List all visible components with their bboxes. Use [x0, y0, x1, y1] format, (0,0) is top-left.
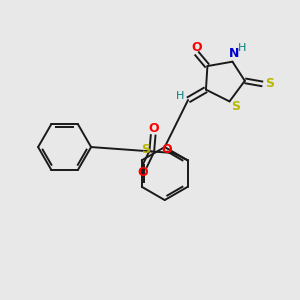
Text: O: O	[148, 122, 159, 135]
Text: O: O	[162, 143, 172, 157]
Text: H: H	[238, 44, 246, 53]
Text: O: O	[138, 166, 148, 179]
Text: H: H	[176, 91, 184, 100]
Text: O: O	[191, 41, 202, 54]
Text: S: S	[231, 100, 240, 113]
Text: S: S	[265, 77, 274, 91]
Text: N: N	[229, 47, 239, 60]
Text: S: S	[141, 143, 150, 157]
